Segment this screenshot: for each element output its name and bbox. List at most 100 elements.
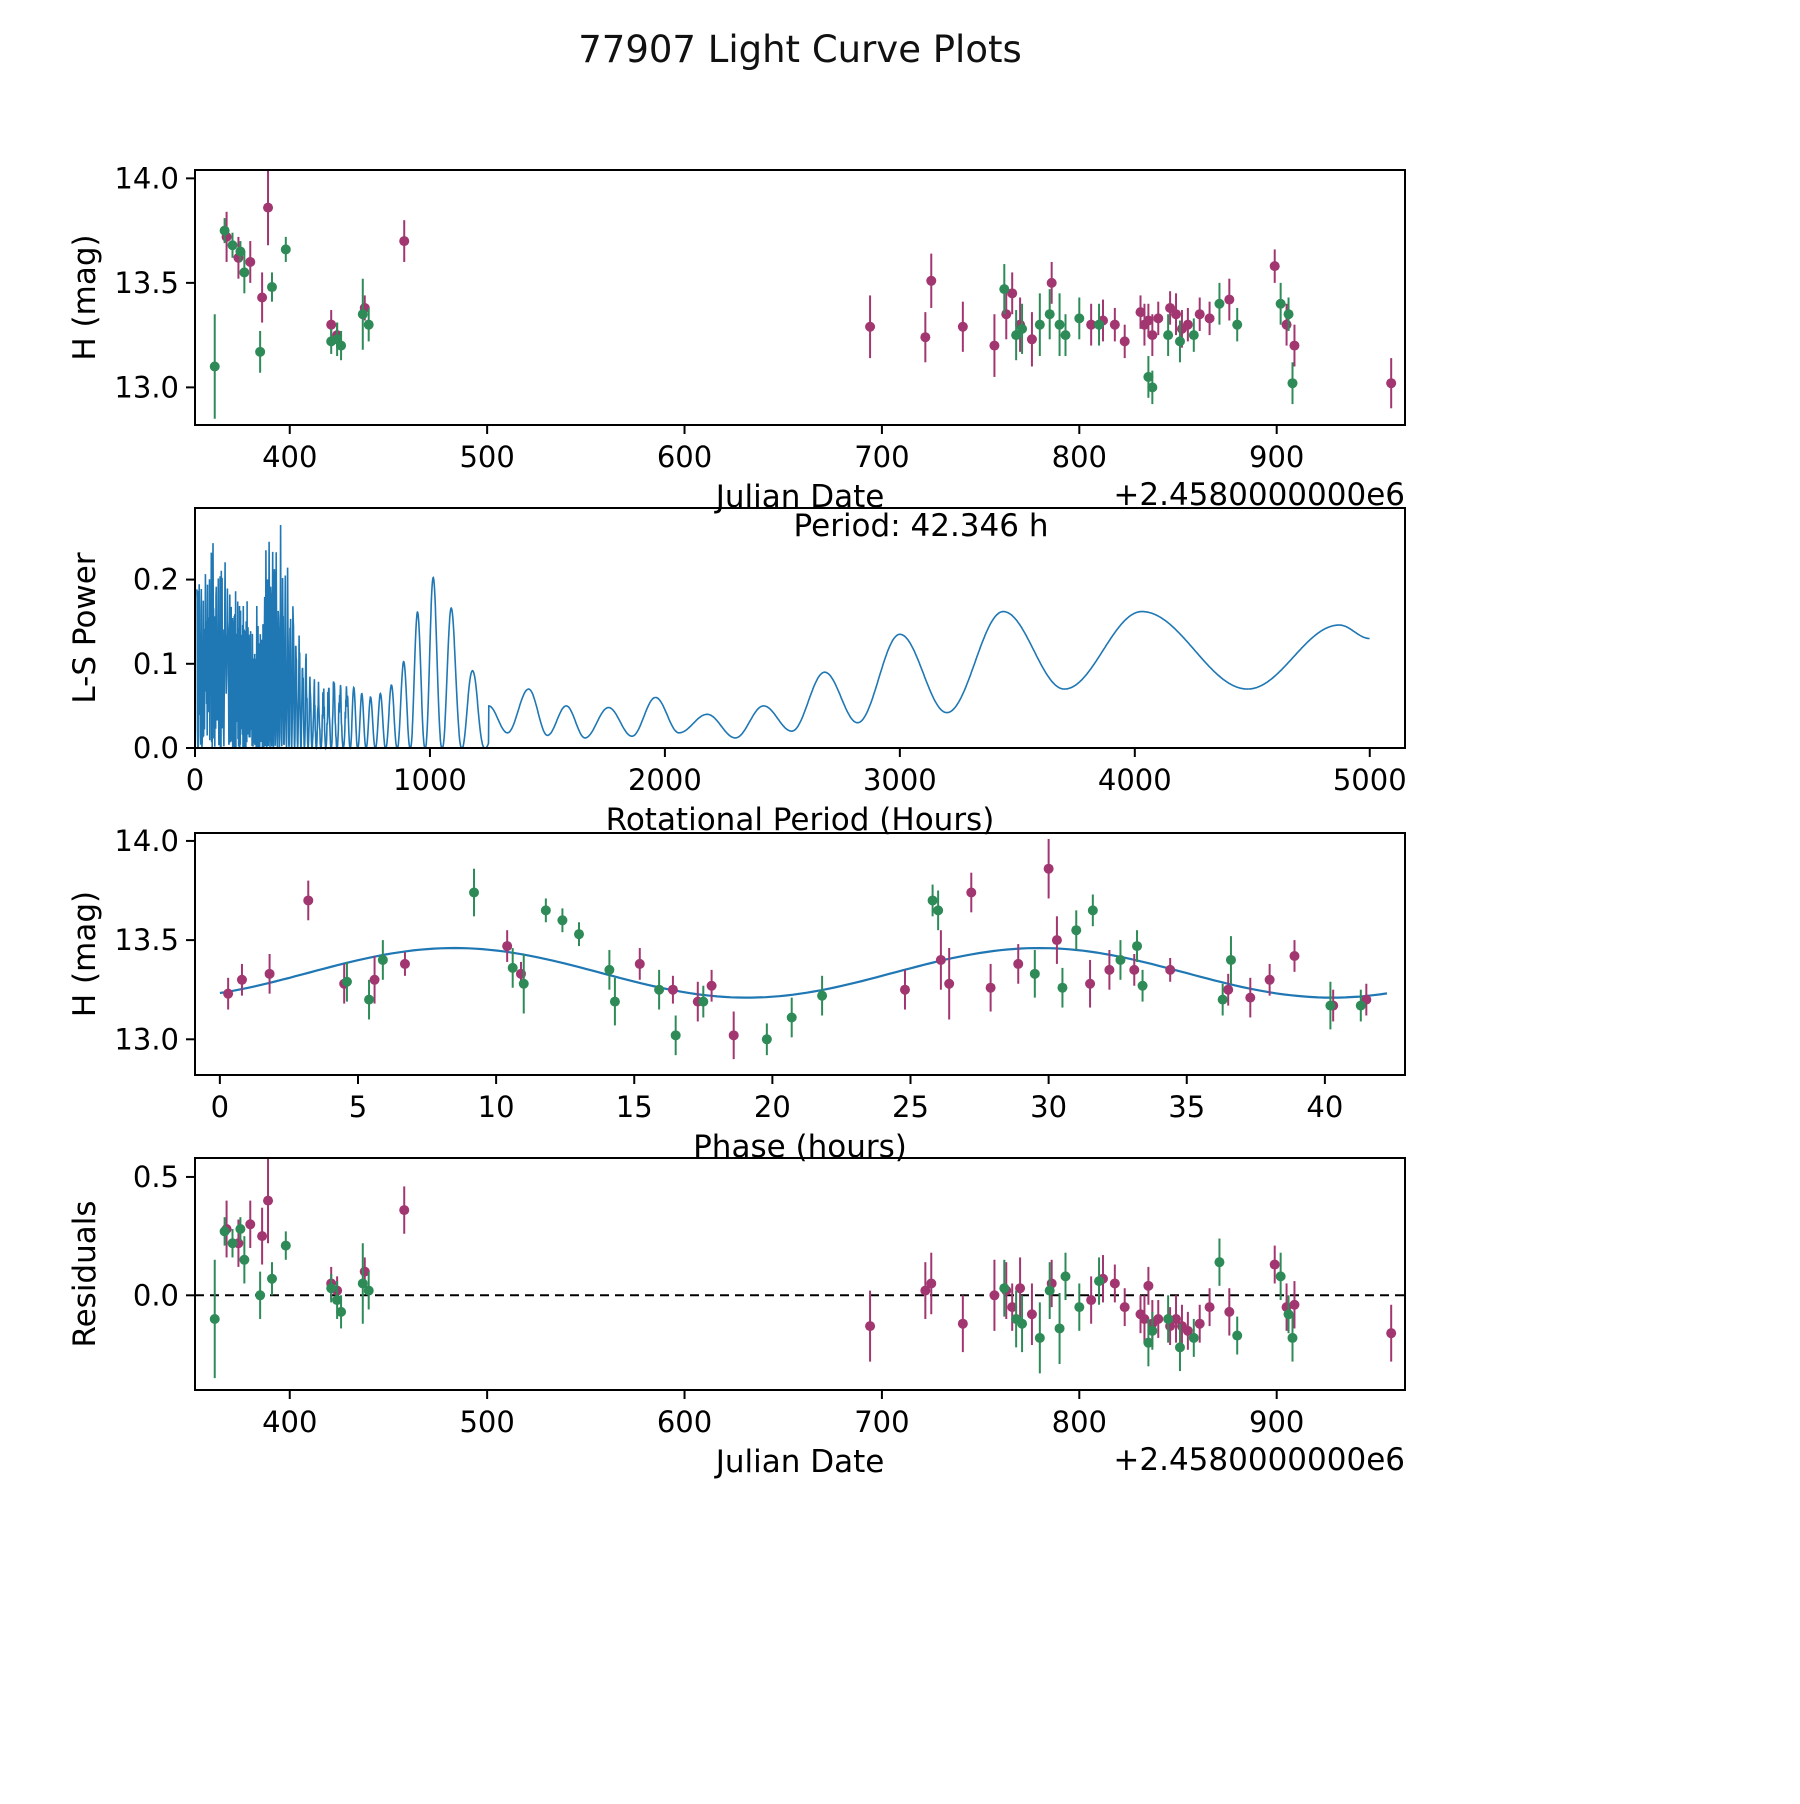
data-point (219, 225, 230, 236)
data-point (1325, 1000, 1336, 1011)
data-point (573, 929, 584, 940)
data-point (357, 309, 368, 320)
data-point (1015, 1283, 1026, 1294)
data-point (865, 1321, 876, 1332)
y-tick-label: 0.0 (133, 1278, 179, 1312)
data-point (336, 340, 347, 351)
data-point (263, 202, 274, 213)
data-point (604, 964, 615, 975)
data-point (1194, 1318, 1205, 1329)
data-point (899, 984, 910, 995)
data-point (1135, 307, 1146, 318)
data-point (209, 361, 220, 372)
data-point (245, 1219, 256, 1230)
data-point (1163, 1313, 1174, 1324)
data-point (1269, 261, 1280, 272)
data-point (364, 994, 375, 1005)
data-point (227, 1238, 238, 1249)
data-point (926, 275, 937, 286)
data-point (235, 1224, 246, 1235)
data-point (363, 319, 374, 330)
data-point (332, 1295, 343, 1306)
data-point (399, 236, 410, 247)
data-point (1147, 382, 1158, 393)
data-point (1109, 1278, 1120, 1289)
x-tick-label: 15 (616, 1090, 653, 1124)
data-point (1094, 319, 1105, 330)
y-tick-label: 14.0 (114, 161, 179, 195)
data-point (1163, 330, 1174, 341)
data-point (1129, 964, 1140, 975)
data-point (1026, 1309, 1037, 1320)
data-point (1086, 1295, 1097, 1306)
x-tick-label: 700 (854, 440, 909, 474)
data-point (336, 1306, 347, 1317)
data-point (989, 340, 1000, 351)
x-tick-label: 500 (459, 1405, 514, 1439)
y-axis-label: L-S Power (67, 552, 103, 703)
data-point (935, 954, 946, 965)
data-point (1109, 319, 1120, 330)
y-tick-label: 14.0 (114, 824, 179, 858)
data-point (989, 1290, 1000, 1301)
data-point (1214, 298, 1225, 309)
data-point (728, 1030, 739, 1041)
data-point (1017, 1318, 1028, 1329)
data-point (1074, 1302, 1085, 1313)
x-tick-label: 500 (459, 440, 514, 474)
data-point (1119, 1302, 1130, 1313)
data-point (1119, 336, 1130, 347)
data-point (933, 905, 944, 916)
axes-box (194, 507, 1406, 749)
data-point (1174, 336, 1185, 347)
data-point (1225, 954, 1236, 965)
data-point (235, 246, 246, 257)
data-point (1204, 1302, 1215, 1313)
x-tick-label: 30 (1030, 1090, 1067, 1124)
x-tick-label: 700 (854, 1405, 909, 1439)
data-point (1143, 371, 1154, 382)
x-tick-label: 5 (349, 1090, 367, 1124)
series-res-green (209, 1217, 1298, 1379)
subplot-phased-lightcurve: 0 5 10 15 20 25 30 35 40 13.0 13.5 14.0 Phase (hours… (67, 824, 1406, 1165)
subplot-periodogram: Period: 42.346 h 0 1000 2000 3000 4000 5000 0.0… (67, 507, 1407, 838)
data-point (280, 244, 291, 255)
data-point (1143, 1280, 1154, 1291)
x-tick-label: 900 (1249, 440, 1304, 474)
series-phase-magenta (223, 838, 1372, 1060)
data-point (1143, 315, 1154, 326)
data-point (326, 1283, 337, 1294)
data-point (518, 978, 529, 989)
data-point (1087, 905, 1098, 916)
x-tick-label: 400 (262, 440, 317, 474)
data-point (263, 1195, 274, 1206)
data-point (257, 292, 268, 303)
x-tick-label: 400 (262, 1405, 317, 1439)
data-point (865, 321, 876, 332)
data-point (1043, 863, 1054, 874)
data-point (1188, 330, 1199, 341)
data-point (654, 984, 665, 995)
data-point (223, 988, 234, 999)
data-point (1051, 935, 1062, 946)
figure-title: 77907 Light Curve Plots (578, 28, 1022, 71)
data-point (257, 1231, 268, 1242)
data-point (266, 1273, 277, 1284)
data-point (1046, 277, 1057, 288)
y-tick-label: 13.0 (114, 370, 179, 404)
data-point (1054, 319, 1065, 330)
x-tick-label: 600 (657, 1405, 712, 1439)
y-tick-label: 0.0 (133, 731, 179, 765)
data-point (1115, 954, 1126, 965)
data-point (280, 1240, 291, 1251)
period-annotation: Period: 42.346 h (794, 508, 1049, 544)
data-point (957, 321, 968, 332)
data-point (1232, 319, 1243, 330)
data-point (1026, 334, 1037, 345)
data-point (1188, 1332, 1199, 1343)
x-axis-offset-text: +2.4580000000e6 (1113, 1442, 1405, 1478)
data-point (999, 284, 1010, 295)
data-point (357, 1278, 368, 1289)
data-point (786, 1012, 797, 1023)
